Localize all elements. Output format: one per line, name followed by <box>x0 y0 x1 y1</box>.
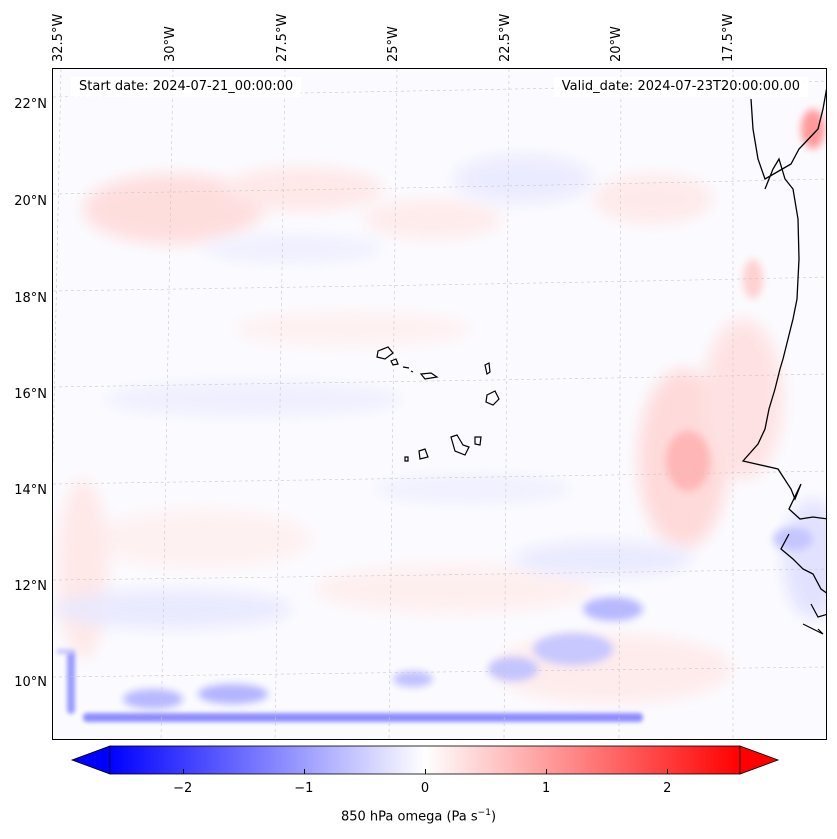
lat-label-22n: 22°N <box>14 97 47 112</box>
lon-label-25w: 25°W <box>386 26 401 62</box>
lat-label-20n: 20°N <box>14 194 47 209</box>
lon-label-30w: 30°W <box>163 26 178 62</box>
lat-label-10n: 10°N <box>14 675 47 690</box>
lon-label-32-5w: 32.5°W <box>51 13 66 62</box>
colorbar-tick-label: 1 <box>542 781 551 796</box>
lat-label-12n: 12°N <box>14 579 47 594</box>
colorbar-left-arrow <box>70 745 111 775</box>
start-date-label: Start date: 2024-07-21_00:00:00 <box>71 77 302 97</box>
map-panel[interactable]: Start date: 2024-07-21_00:00:00 Valid_da… <box>52 68 827 740</box>
colorbar-tick-label: −2 <box>173 781 193 796</box>
colorbar-tick-mark <box>182 769 184 774</box>
valid-date-label: Valid_date: 2024-07-23T20:00:00.00 <box>553 77 808 97</box>
colorbar-tick-label: 0 <box>420 781 430 796</box>
lon-label-27-5w: 27.5°W <box>275 13 290 62</box>
lat-label-18n: 18°N <box>14 291 47 306</box>
colorbar-tick-label: 2 <box>663 781 672 796</box>
africa-coastline <box>741 88 826 520</box>
colorbar-tick-mark <box>425 769 426 774</box>
cape-verde-islands <box>376 346 500 462</box>
lon-label-20w: 20°W <box>609 26 624 62</box>
colorbar-tick-mark <box>667 769 669 774</box>
colorbar <box>70 745 780 775</box>
lon-label-22-5w: 22.5°W <box>498 13 513 62</box>
colorbar-tick-mark <box>546 769 548 774</box>
omega-field <box>53 69 826 739</box>
colorbar-right-arrow <box>739 745 780 775</box>
lon-label-17-5w: 17.5°W <box>721 13 736 62</box>
colorbar-tick-mark <box>303 769 305 774</box>
lat-label-16n: 16°N <box>14 387 47 402</box>
lat-label-14n: 14°N <box>14 483 47 498</box>
colorbar-tick-label: −1 <box>294 781 314 796</box>
colorbar-label: 850 hPa omega (Pa s−1) <box>340 808 497 825</box>
